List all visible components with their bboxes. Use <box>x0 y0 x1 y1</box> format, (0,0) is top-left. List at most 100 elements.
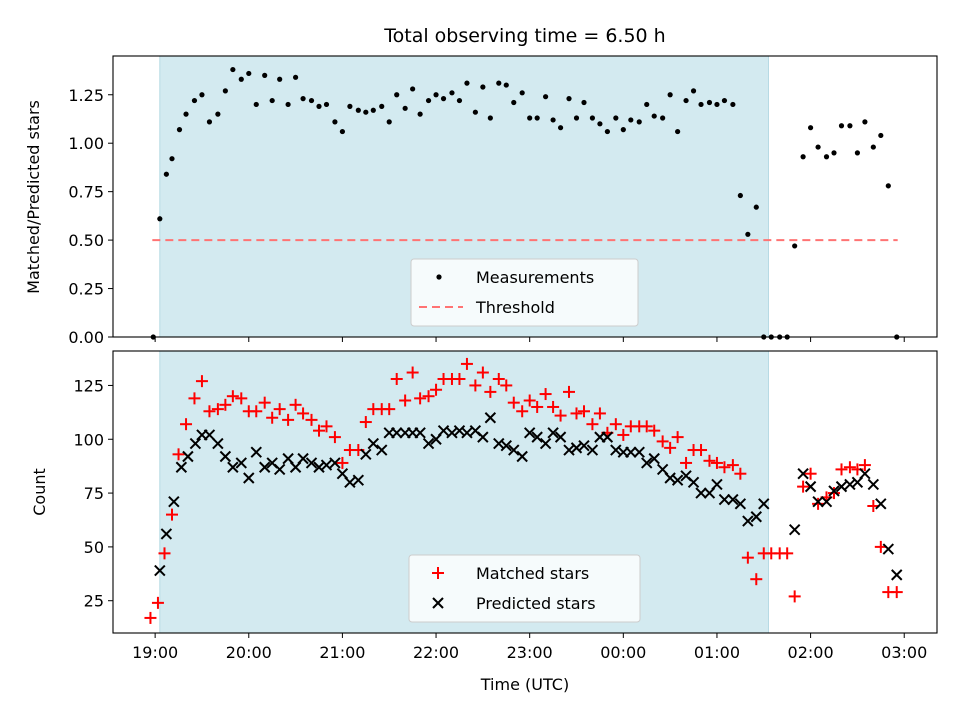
measurements-point <box>543 94 549 100</box>
matched-stars-point <box>492 372 505 385</box>
matched-stars-point <box>469 379 482 392</box>
measurements-point <box>487 115 493 121</box>
predicted-stars-point <box>578 440 590 452</box>
matched-stars-point <box>741 551 754 564</box>
measurements-point <box>464 80 470 86</box>
measurements-point <box>800 154 806 160</box>
predicted-stars-point <box>797 467 809 480</box>
measurements-point <box>433 92 439 98</box>
matched-stars-point <box>547 400 560 413</box>
matched-stars-point <box>266 411 279 424</box>
measurements-point <box>285 101 291 108</box>
measurements-point <box>262 72 268 78</box>
matched-stars-point <box>282 413 295 426</box>
matched-stars-point <box>710 456 723 469</box>
predicted-stars-point <box>804 480 817 493</box>
measurements-point <box>253 101 259 108</box>
predicted-stars-point <box>875 498 887 510</box>
x-tick-label: 22:00 <box>413 643 459 662</box>
y-tick-label: 25 <box>84 592 104 611</box>
measurements-point <box>721 97 728 104</box>
predicted-stars-point <box>523 427 536 439</box>
predicted-stars-point <box>320 459 333 471</box>
measurements-point <box>480 84 486 90</box>
measurements-point <box>300 96 306 102</box>
x-tick-label: 21:00 <box>319 643 365 662</box>
matched-stars-point <box>835 463 848 476</box>
matched-stars-point <box>617 428 630 441</box>
bottom-legend: Matched stars Predicted stars <box>408 554 641 623</box>
measurements-point <box>440 96 447 102</box>
matched-stars-point <box>430 383 443 396</box>
matched-stars-point <box>289 398 302 411</box>
legend-measurements-label: Measurements <box>476 268 594 287</box>
predicted-stars-point <box>168 495 180 508</box>
measurements-point <box>792 243 798 249</box>
predicted-stars-point <box>727 493 739 506</box>
predicted-stars-point <box>859 467 871 480</box>
predicted-stars-point <box>414 427 426 439</box>
predicted-stars-point <box>508 444 520 456</box>
predicted-stars-point <box>243 472 255 484</box>
measurements-point <box>597 121 603 127</box>
top-panel-unclipped-marks <box>150 66 900 340</box>
matched-stars-point <box>203 405 216 418</box>
matched-stars-point <box>554 409 567 422</box>
measurements-point <box>308 97 315 104</box>
measurements-point <box>183 111 189 117</box>
measurements-point <box>885 183 891 189</box>
matched-stars-point <box>523 394 536 407</box>
measurements-point <box>163 171 169 177</box>
y-tick-label: 0.50 <box>68 231 104 250</box>
matched-stars-point <box>843 461 856 474</box>
matched-stars-point <box>828 487 840 500</box>
matched-stars-point <box>609 418 622 431</box>
matched-stars-point <box>180 418 193 431</box>
measurements-point <box>496 80 502 86</box>
measurements-point <box>566 96 572 102</box>
y-tick-label: 0.75 <box>68 183 104 202</box>
predicted-stars-point <box>352 474 365 486</box>
predicted-stars-point <box>477 431 489 443</box>
measurements-point <box>815 144 821 150</box>
predicted-stars-point <box>547 427 559 439</box>
measurements-point <box>206 119 213 125</box>
matched-stars-point <box>211 403 224 416</box>
x-tick-label: 00:00 <box>600 643 646 662</box>
measurements-point <box>402 105 408 111</box>
matched-stars-point <box>226 390 239 403</box>
matched-stars-point <box>858 459 871 472</box>
measurements-point <box>222 88 228 94</box>
matched-stars-point <box>383 403 396 416</box>
top-panel: 0.00 0.25 0.50 0.75 1.00 1.25 Matched/Predict… <box>24 55 938 347</box>
matched-stars-point <box>219 398 232 411</box>
predicted-stars-point <box>820 495 833 508</box>
measurements-point <box>660 115 666 121</box>
measurements-point <box>316 103 322 109</box>
predicted-stars-point <box>531 431 543 443</box>
predicted-stars-point <box>788 523 801 536</box>
x-axis-label: Time (UTC) <box>480 675 569 694</box>
matched-stars-point <box>297 407 310 420</box>
predicted-stars-point <box>219 450 232 463</box>
measurements-point <box>636 119 642 125</box>
measurements-point <box>191 97 198 104</box>
predicted-stars-point <box>758 498 770 510</box>
predicted-stars-point <box>154 564 166 577</box>
measurements-point <box>604 128 611 135</box>
matched-stars-point <box>305 413 318 426</box>
predicted-stars-point <box>437 424 450 437</box>
predicted-stars-point <box>812 495 824 508</box>
predicted-stars-point <box>867 478 880 491</box>
matched-stars-point <box>165 508 178 521</box>
x-tick-label: 01:00 <box>694 643 740 662</box>
predicted-stars-point <box>273 463 286 476</box>
measurements-point <box>339 128 346 135</box>
measurements-point <box>838 123 845 129</box>
predicted-stars-point <box>344 476 356 489</box>
bottom-panel-marks <box>144 357 903 624</box>
matched-stars-point <box>563 385 576 398</box>
measurements-point <box>675 128 681 135</box>
measurements-point <box>230 66 236 73</box>
